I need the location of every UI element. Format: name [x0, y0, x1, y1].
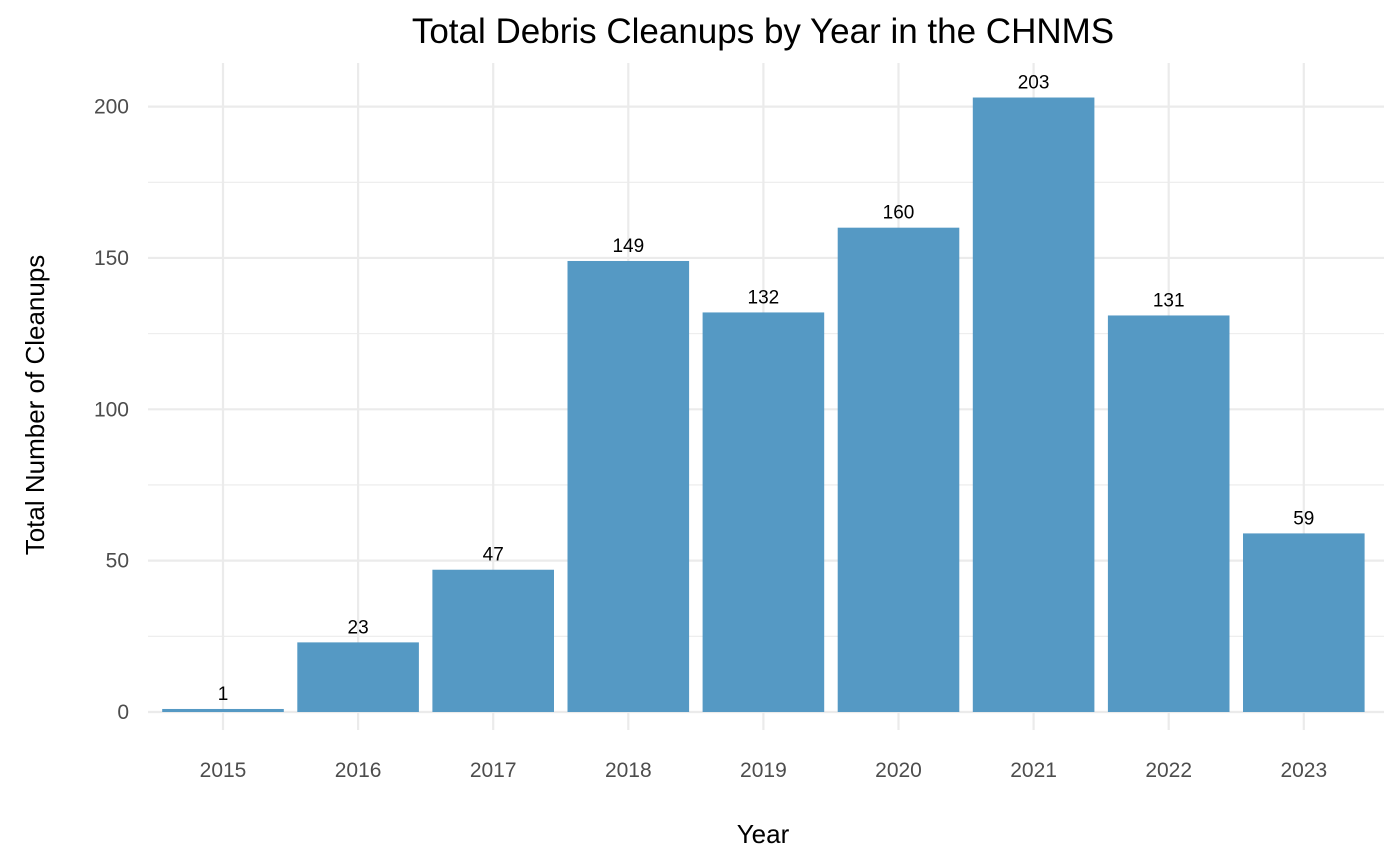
- bar-2021: [972, 97, 1095, 713]
- chart-title: Total Debris Cleanups by Year in the CHN…: [412, 12, 1114, 51]
- x-axis-title: Year: [737, 819, 790, 849]
- y-tick-label: 200: [94, 96, 129, 119]
- x-tick-label: 2018: [605, 759, 652, 782]
- bar-2015: [162, 708, 284, 712]
- bar-2020: [837, 227, 960, 712]
- data-label: 131: [1153, 290, 1185, 311]
- bar-2019: [702, 312, 825, 712]
- x-tick-label: 2023: [1280, 759, 1327, 782]
- data-label: 203: [1018, 73, 1050, 94]
- bar-2022: [1107, 315, 1230, 712]
- data-label: 23: [348, 617, 369, 638]
- bars: [162, 97, 1365, 713]
- bar-2023: [1243, 533, 1365, 712]
- data-label: 132: [748, 287, 780, 308]
- x-tick-label: 2021: [1010, 759, 1057, 782]
- x-tick-label: 2016: [335, 759, 382, 782]
- x-tick-label: 2017: [470, 759, 517, 782]
- bar-2018: [567, 260, 690, 712]
- x-tick-label: 2019: [740, 759, 787, 782]
- x-tick-label: 2015: [200, 759, 247, 782]
- y-tick-label: 50: [106, 550, 129, 573]
- data-label: 160: [883, 203, 915, 224]
- data-label: 1: [218, 684, 229, 705]
- data-label: 149: [612, 236, 644, 257]
- y-axis-ticks: 0 50 100 150 200: [94, 96, 129, 724]
- data-label: 59: [1293, 508, 1314, 529]
- y-tick-label: 150: [94, 247, 129, 270]
- y-tick-label: 0: [117, 701, 129, 724]
- x-tick-label: 2020: [875, 759, 922, 782]
- data-labels: 1 23 47 149 132 160 203 131 59: [218, 73, 1315, 705]
- bar-2017: [432, 569, 554, 712]
- y-axis-title: Total Number of Cleanups: [20, 255, 50, 556]
- x-tick-label: 2022: [1145, 759, 1192, 782]
- bar-2016: [297, 642, 419, 712]
- x-axis-ticks: 2015 2016 2017 2018 2019 2020 2021 2022 2023: [200, 759, 1328, 782]
- data-label: 47: [483, 545, 504, 566]
- y-tick-label: 100: [94, 398, 129, 421]
